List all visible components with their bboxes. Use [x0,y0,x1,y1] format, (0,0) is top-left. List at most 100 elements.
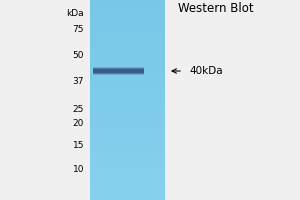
Bar [93,71,144,73]
Bar [90,122,165,123]
Bar [90,63,165,64]
Bar [93,69,144,72]
Bar [90,104,165,105]
Bar [90,168,165,169]
Bar [90,120,165,121]
Bar [90,107,165,108]
Bar [90,56,165,57]
Bar [90,75,165,76]
Text: kDa: kDa [66,9,84,19]
Bar [90,149,165,150]
Bar [90,157,165,158]
Bar [90,36,165,37]
Bar [90,68,165,69]
Text: 25: 25 [73,106,84,114]
Bar [90,73,165,74]
Bar [93,73,144,76]
Bar [90,148,165,149]
Bar [90,41,165,42]
Bar [90,116,165,117]
Bar [90,29,165,30]
Bar [90,134,165,135]
Bar [90,119,165,120]
Bar [90,95,165,96]
Bar [90,98,165,99]
Bar [90,173,165,174]
Bar [93,68,144,71]
Bar [90,14,165,15]
Bar [90,0,165,1]
Bar [90,32,165,33]
Bar [90,150,165,151]
Bar [90,12,165,13]
Bar [90,38,165,39]
Bar [90,145,165,146]
Bar [90,165,165,166]
Bar [90,140,165,141]
Bar [90,181,165,182]
Bar [90,111,165,112]
Bar [93,72,144,74]
Bar [90,88,165,89]
Bar [90,139,165,140]
Bar [90,180,165,181]
Bar [90,124,165,125]
Bar [90,164,165,165]
Bar [90,101,165,102]
Bar [90,146,165,147]
Bar [90,185,165,186]
Bar [90,190,165,191]
Bar [90,37,165,38]
Text: Western Blot: Western Blot [178,2,254,16]
Bar [90,27,165,28]
Bar [90,199,165,200]
Bar [90,161,165,162]
Bar [90,6,165,7]
Bar [90,39,165,40]
Bar [90,43,165,44]
Bar [90,20,165,21]
Bar [90,83,165,84]
Bar [90,197,165,198]
Bar [90,18,165,19]
Bar [90,74,165,75]
Bar [90,5,165,6]
Bar [93,67,144,70]
Bar [90,127,165,128]
Bar [90,2,165,3]
Bar [90,51,165,52]
Bar [90,112,165,113]
Bar [90,178,165,179]
Bar [90,84,165,85]
Bar [90,58,165,59]
Bar [90,135,165,136]
Bar [90,172,165,173]
Bar [90,64,165,65]
Bar [90,30,165,31]
Bar [90,100,165,101]
Bar [90,109,165,110]
Bar [90,102,165,103]
Bar [90,189,165,190]
Bar [90,62,165,63]
Bar [90,184,165,185]
Bar [90,50,165,51]
Bar [90,65,165,66]
Text: 37: 37 [73,76,84,86]
Text: 50: 50 [73,51,84,60]
Bar [90,152,165,153]
Bar [90,187,165,188]
Bar [90,147,165,148]
Bar [90,99,165,100]
Bar [90,196,165,197]
Bar [90,8,165,9]
Bar [90,52,165,53]
Text: 10: 10 [73,164,84,173]
Bar [93,73,144,75]
Bar [90,155,165,156]
Bar [90,45,165,46]
Bar [90,93,165,94]
Bar [90,81,165,82]
Bar [90,19,165,20]
Text: 40kDa: 40kDa [189,66,223,76]
